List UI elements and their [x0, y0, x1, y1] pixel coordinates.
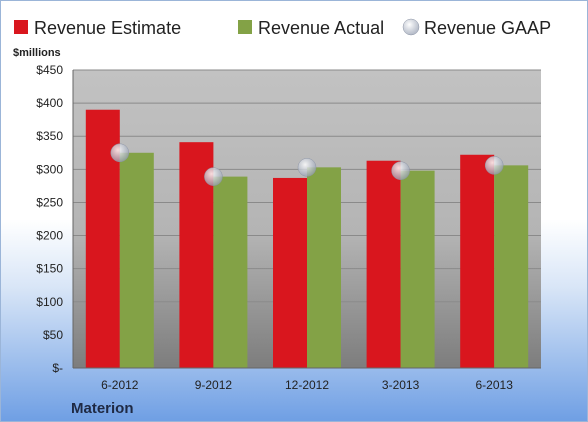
legend-swatch — [14, 20, 28, 34]
legend-label: Revenue GAAP — [424, 18, 551, 38]
x-tick-label: 9-2012 — [195, 378, 233, 392]
x-tick-label: 6-2012 — [101, 378, 139, 392]
bar-revenue-estimate — [366, 160, 401, 368]
chart-legend: Revenue Estimate Revenue Actual Revenue GA… — [14, 18, 551, 38]
legend-swatch-revenue-gaap — [402, 18, 420, 36]
y-tick-label: $300 — [36, 162, 63, 176]
unit-label: $millions — [13, 47, 61, 59]
x-tick-label: 12-2012 — [285, 378, 329, 392]
bar-revenue-actual — [213, 176, 248, 368]
bar-revenue-actual — [307, 167, 341, 368]
y-tick-label: $450 — [36, 63, 63, 77]
y-axis: $- $50 $100 $150 $200 $250 $300 $350 $400 $450 — [36, 63, 74, 375]
y-tick-label: $- — [52, 361, 63, 375]
bar-revenue-actual — [119, 152, 154, 368]
marker-revenue-gaap — [204, 167, 223, 186]
y-tick-label: $100 — [36, 295, 63, 309]
y-tick-label: $250 — [36, 195, 63, 209]
x-axis: 6-2012 9-2012 12-2012 3-2013 6-2013 — [73, 367, 541, 392]
x-tick-label: 3-2013 — [382, 378, 420, 392]
bar-revenue-estimate — [460, 154, 495, 368]
bar-revenue-actual — [400, 170, 435, 368]
y-tick-label: $400 — [36, 96, 63, 110]
legend-label: Revenue Actual — [258, 18, 384, 38]
x-tick-label: 6-2013 — [476, 378, 514, 392]
legend-swatch — [238, 20, 252, 34]
bars — [85, 109, 529, 368]
company-label: Materion — [71, 400, 134, 417]
y-tick-label: $150 — [36, 262, 63, 276]
marker-revenue-gaap — [110, 143, 130, 163]
y-tick-label: $200 — [36, 229, 63, 243]
legend-label: Revenue Estimate — [34, 18, 181, 38]
y-tick-label: $50 — [43, 328, 63, 342]
marker-revenue-gaap — [391, 161, 410, 180]
y-tick-label: $350 — [36, 129, 63, 143]
bar-revenue-actual — [494, 165, 529, 368]
marker-revenue-gaap — [297, 158, 317, 177]
bar-revenue-estimate — [273, 177, 307, 368]
marker-revenue-gaap — [484, 156, 504, 175]
